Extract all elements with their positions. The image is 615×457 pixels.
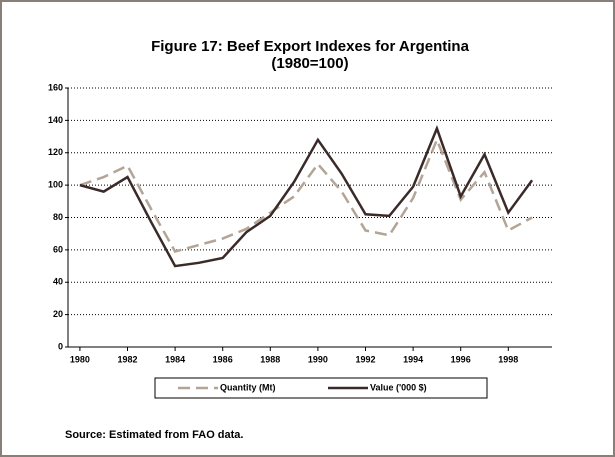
x-tick-label: 1994 xyxy=(403,354,423,364)
legend xyxy=(154,377,488,399)
y-tick-label: 140 xyxy=(48,115,63,125)
series-line xyxy=(79,124,534,268)
x-tick-label: 1992 xyxy=(355,354,375,364)
y-tick-label: 0 xyxy=(58,341,63,351)
y-tick-label: 60 xyxy=(53,244,63,254)
x-tick-label: 1998 xyxy=(498,354,518,364)
x-tick-label: 1996 xyxy=(451,354,471,364)
y-tick-label: 80 xyxy=(53,212,63,222)
chart-subtitle: (1980=100) xyxy=(271,55,348,72)
y-tick-label: 40 xyxy=(53,277,63,287)
x-tick-label: 1990 xyxy=(308,354,328,364)
source-note: Source: Estimated from FAO data. xyxy=(65,429,243,441)
x-tick-label: 1982 xyxy=(117,354,137,364)
x-tick-label: 1986 xyxy=(213,354,233,364)
series-line xyxy=(79,136,533,253)
y-tick-label: 100 xyxy=(48,180,63,190)
y-tick-label: 20 xyxy=(53,309,63,319)
x-tick-label: 1980 xyxy=(70,354,90,364)
legend-label: Value ('000 $) xyxy=(370,382,427,392)
chart-title: Figure 17: Beef Export Indexes for Argen… xyxy=(151,38,469,55)
legend-label: Quantity (Mt) xyxy=(220,382,276,392)
x-tick-label: 1984 xyxy=(165,354,185,364)
y-tick-label: 160 xyxy=(48,82,63,92)
y-tick-label: 120 xyxy=(48,147,63,157)
x-tick-label: 1988 xyxy=(260,354,280,364)
